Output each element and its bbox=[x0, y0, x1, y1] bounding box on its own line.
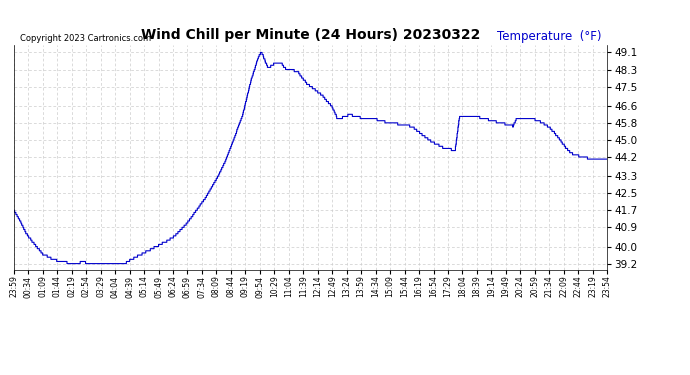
Title: Wind Chill per Minute (24 Hours) 20230322: Wind Chill per Minute (24 Hours) 2023032… bbox=[141, 28, 480, 42]
Text: Temperature  (°F): Temperature (°F) bbox=[497, 30, 601, 43]
Text: Copyright 2023 Cartronics.com: Copyright 2023 Cartronics.com bbox=[20, 34, 151, 43]
